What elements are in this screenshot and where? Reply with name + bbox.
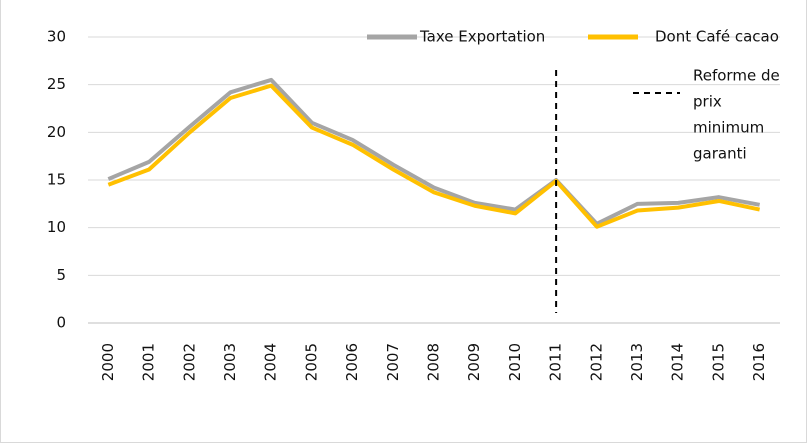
y-tick-label: 5 xyxy=(56,266,66,284)
x-tick-label: 2002 xyxy=(180,343,198,381)
series-line xyxy=(107,77,761,226)
x-tick-label: 2015 xyxy=(709,343,727,381)
x-tick-label: 2013 xyxy=(628,343,646,381)
legend-label: Dont Café cacao xyxy=(655,28,779,46)
x-tick-label: 2010 xyxy=(506,343,524,381)
x-tick-label: 2014 xyxy=(669,343,687,381)
x-tick-label: 2007 xyxy=(384,343,402,381)
x-tick-label: 2003 xyxy=(221,343,239,381)
y-tick-label: 0 xyxy=(56,314,66,332)
x-tick-label: 2011 xyxy=(547,343,565,381)
x-tick-label: 2009 xyxy=(465,343,483,381)
legend-label: Taxe Exportation xyxy=(419,28,545,46)
annotation-text: prix xyxy=(693,93,722,111)
y-tick-label: 20 xyxy=(47,123,66,141)
y-tick-label: 15 xyxy=(47,171,66,189)
y-tick-label: 30 xyxy=(47,28,66,46)
x-tick-label: 2001 xyxy=(140,343,158,381)
x-tick-label: 2008 xyxy=(425,343,443,381)
x-tick-label: 2000 xyxy=(99,343,117,381)
x-tick-label: 2006 xyxy=(343,343,361,381)
y-tick-label: 10 xyxy=(47,218,66,236)
annotation-text: Reforme de xyxy=(693,67,780,85)
y-tick-label: 25 xyxy=(47,75,66,93)
series-line xyxy=(107,83,761,229)
annotation-text: minimum xyxy=(693,119,764,137)
x-tick-label: 2012 xyxy=(587,343,605,381)
x-tick-label: 2016 xyxy=(750,343,768,381)
x-tick-label: 2005 xyxy=(302,343,320,381)
annotation-text: garanti xyxy=(693,145,747,163)
x-tick-label: 2004 xyxy=(262,343,280,381)
